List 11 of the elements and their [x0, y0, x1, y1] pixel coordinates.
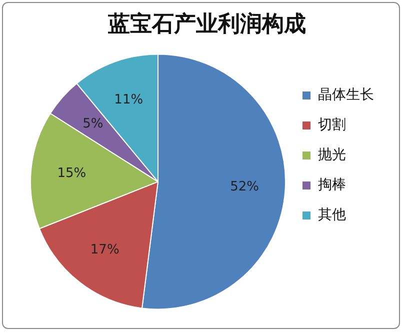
data-label: 5%	[82, 116, 104, 132]
legend-label: 切割	[318, 117, 346, 134]
data-label: 11%	[114, 92, 144, 108]
legend-label: 晶体生长	[318, 87, 374, 104]
legend-label: 其他	[318, 207, 346, 224]
legend-label: 掏棒	[318, 177, 346, 194]
data-label: 17%	[90, 242, 120, 258]
data-label: 52%	[230, 180, 259, 195]
chart-title: 蓝宝石产业利润构成	[107, 10, 306, 37]
legend-label: 抛光	[318, 147, 346, 164]
data-label: 15%	[57, 166, 86, 181]
